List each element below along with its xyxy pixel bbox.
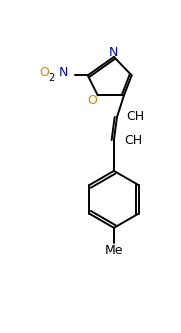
Text: 2: 2	[49, 73, 55, 83]
Text: N: N	[109, 46, 119, 59]
Text: O: O	[87, 94, 97, 107]
Text: CH: CH	[126, 111, 144, 124]
Text: O: O	[40, 66, 50, 79]
Text: N: N	[58, 66, 68, 79]
Text: CH: CH	[125, 134, 143, 147]
Text: Me: Me	[105, 244, 123, 257]
